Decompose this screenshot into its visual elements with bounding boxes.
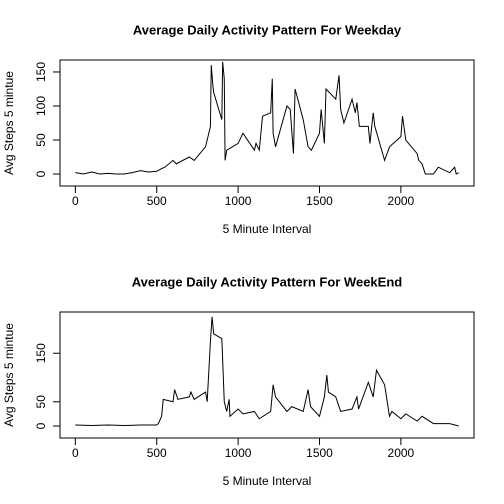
x-tick-label: 1000	[225, 194, 252, 208]
y-tick-label: 50	[34, 133, 48, 147]
y-tick-label: 0	[34, 170, 48, 177]
y-tick-label: 150	[34, 343, 48, 363]
x-axis-label: 5 Minute Interval	[223, 474, 312, 488]
x-tick-label: 1500	[306, 446, 333, 460]
x-tick-label: 1500	[306, 194, 333, 208]
y-tick-label: 100	[34, 96, 48, 116]
x-tick-label: 0	[72, 446, 79, 460]
y-axis-label: Avg Steps 5 mintue	[2, 323, 16, 427]
x-axis-label: 5 Minute Interval	[223, 222, 312, 236]
x-tick-label: 500	[147, 446, 167, 460]
x-tick-label: 2000	[388, 446, 415, 460]
data-line	[75, 61, 459, 175]
x-tick-label: 2000	[388, 194, 415, 208]
chart-title: Average Daily Activity Pattern For WeekE…	[132, 274, 403, 289]
x-tick-label: 500	[147, 194, 167, 208]
x-tick-label: 0	[72, 194, 79, 208]
y-tick-label: 150	[34, 62, 48, 82]
y-tick-label: 50	[34, 395, 48, 409]
plot-box	[59, 59, 475, 187]
y-axis-label: Avg Steps 5 mintue	[2, 71, 16, 175]
data-line	[75, 316, 459, 427]
chart-title: Average Daily Activity Pattern For Weekd…	[133, 22, 402, 37]
plot-box	[59, 311, 475, 439]
y-tick-label: 0	[34, 422, 48, 429]
x-tick-label: 1000	[225, 446, 252, 460]
